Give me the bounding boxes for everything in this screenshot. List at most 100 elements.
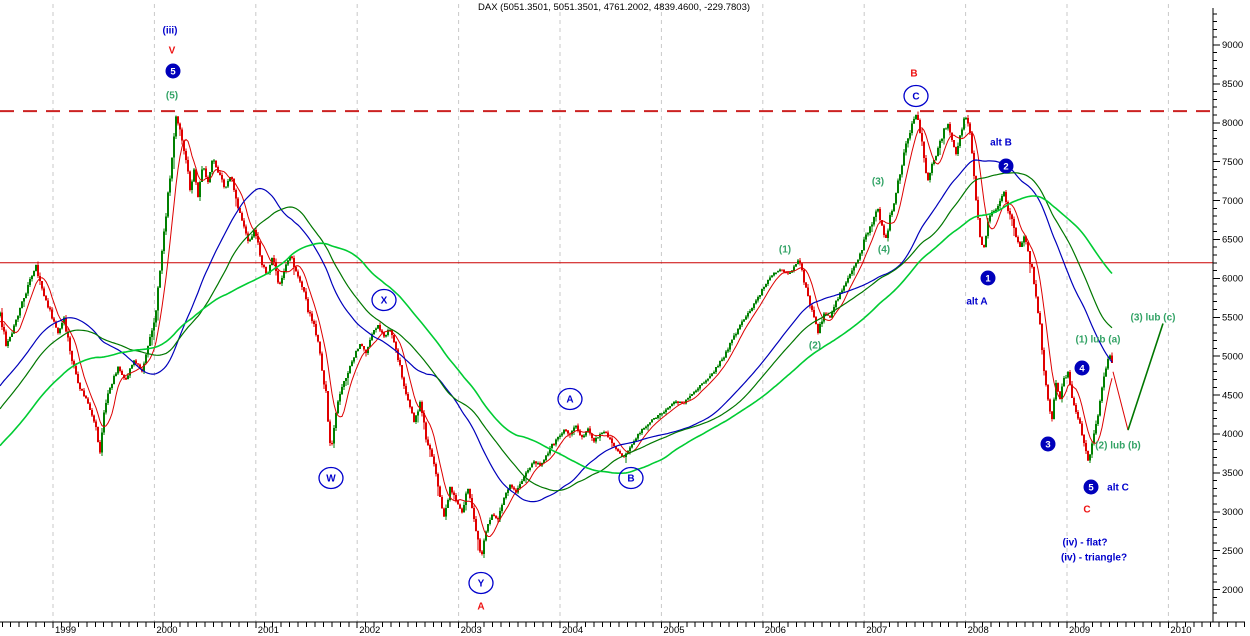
axis-tick-labels: 1999 2000 2001 2002 2003 2004 2005 2006 2007 2008… (55, 40, 1243, 636)
svg-text:B: B (910, 69, 917, 80)
x-axis-year-label: 2007 (866, 625, 887, 636)
wave-label-ellipse: Y (468, 571, 494, 595)
svg-text:(3): (3) (872, 177, 884, 188)
svg-text:5: 5 (170, 66, 176, 77)
wave-label-text: C (1083, 505, 1090, 516)
wave-label-ellipse: B (618, 466, 644, 490)
y-axis-price-label: 3500 (1222, 468, 1243, 479)
x-axis-year-label: 2006 (765, 625, 786, 636)
axes (0, 8, 1245, 628)
wave-label-text: (3) lub (c) (1131, 313, 1176, 324)
x-axis-year-label: 2001 (258, 625, 279, 636)
svg-text:W: W (326, 474, 336, 485)
svg-text:(1): (1) (779, 245, 791, 256)
wave-label-disc: 4 (1074, 360, 1090, 376)
y-axis-price-label: 6000 (1222, 274, 1243, 285)
svg-text:Y: Y (478, 579, 485, 590)
svg-text:(5): (5) (166, 91, 178, 102)
y-axis-price-label: 8500 (1222, 79, 1243, 90)
wave-label-text: (iii) (163, 26, 178, 37)
y-axis-price-label: 7500 (1222, 157, 1243, 168)
x-axis-year-label: 2005 (663, 625, 684, 636)
wave-label-disc: 1 (980, 270, 996, 286)
x-axis-year-label: 2002 (359, 625, 380, 636)
svg-text:(iii): (iii) (163, 26, 178, 37)
svg-text:V: V (169, 46, 176, 57)
y-axis-price-label: 9000 (1222, 40, 1243, 51)
x-axis-year-label: 2008 (968, 625, 989, 636)
plot-area[interactable] (0, 0, 1213, 622)
svg-text:(4): (4) (878, 245, 890, 256)
svg-text:(iv) - flat?: (iv) - flat? (1063, 538, 1108, 549)
svg-text:alt B: alt B (990, 138, 1012, 149)
wave-label-text: alt B (990, 138, 1012, 149)
wave-label-ellipse: W (318, 466, 344, 490)
wave-label-text: (2) lub (b) (1095, 441, 1141, 452)
wave-label-text: (iv) - triangle? (1061, 553, 1127, 564)
ma-slowest-line (0, 195, 1113, 475)
wave-label-text: (1) (779, 245, 791, 256)
svg-text:A: A (566, 395, 573, 406)
forecast-lines (1112, 323, 1164, 431)
y-axis-price-label: 8000 (1222, 118, 1243, 129)
x-axis-year-label: 2004 (562, 625, 583, 636)
svg-text:4: 4 (1079, 363, 1085, 374)
wave-label-disc: 2 (998, 158, 1014, 174)
wave-label-disc: 3 (1040, 436, 1056, 452)
y-axis-price-label: 3000 (1222, 507, 1243, 518)
chart-title: DAX (5051.3501, 5051.3501, 4761.2002, 48… (478, 2, 750, 13)
wave-label-text: V (169, 46, 176, 57)
y-axis-price-label: 7000 (1222, 196, 1243, 207)
wave-annotations: (iii) V 5 (5) W X Y A A B (1) (2) (3) (4) B Calt B 2 1 alt… (163, 26, 1176, 613)
wave-label-disc: 5 (165, 63, 181, 79)
svg-text:2: 2 (1003, 161, 1008, 172)
x-axis-year-label: 2009 (1069, 625, 1090, 636)
svg-text:3: 3 (1045, 439, 1050, 450)
wave-label-text: B (910, 69, 917, 80)
wave-label-ellipse: A (557, 387, 583, 411)
svg-text:(1) lub (a): (1) lub (a) (1076, 335, 1121, 346)
wave-label-ellipse: X (371, 288, 397, 312)
svg-text:C: C (1083, 505, 1090, 516)
svg-text:C: C (912, 92, 919, 103)
wave-label-text: (2) (809, 341, 821, 352)
wave-label-text: (3) (872, 177, 884, 188)
ma-slow-line (0, 172, 1113, 492)
svg-text:(2): (2) (809, 341, 821, 352)
horizontal-levels (0, 110, 1213, 264)
svg-text:5: 5 (1088, 482, 1094, 493)
year-gridlines (52, 4, 1169, 622)
x-axis-year-label: 1999 (55, 625, 76, 636)
y-axis-price-label: 5500 (1222, 313, 1243, 324)
svg-text:X: X (381, 296, 388, 307)
wave-label-text: alt A (966, 297, 987, 308)
svg-text:(2) lub (b): (2) lub (b) (1095, 441, 1141, 452)
svg-text:alt C: alt C (1107, 483, 1129, 494)
y-axis-price-label: 4000 (1222, 429, 1243, 440)
wave-label-ellipse: C (903, 84, 929, 108)
x-axis-year-label: 2003 (461, 625, 482, 636)
y-axis-price-label: 5000 (1222, 351, 1243, 362)
y-axis-price-label: 2000 (1222, 585, 1243, 596)
svg-text:(iv) - triangle?: (iv) - triangle? (1061, 553, 1127, 564)
svg-text:1: 1 (985, 273, 991, 284)
wave-label-text: (iv) - flat? (1063, 538, 1108, 549)
y-axis-price-label: 6500 (1222, 235, 1243, 246)
wave-label-text: (1) lub (a) (1076, 335, 1121, 346)
wave-label-text: alt C (1107, 483, 1129, 494)
moving-average-lines (0, 127, 1113, 538)
ma-fast-line (0, 127, 1113, 538)
y-axis-price-label: 4500 (1222, 390, 1243, 401)
wave-label-disc: 5 (1083, 479, 1099, 495)
svg-text:alt A: alt A (966, 297, 987, 308)
wave-label-text: (4) (878, 245, 890, 256)
wave-label-text: (5) (166, 91, 178, 102)
wave-label-text: A (477, 602, 484, 613)
svg-text:(3) lub (c): (3) lub (c) (1131, 313, 1176, 324)
svg-text:A: A (477, 602, 484, 613)
x-axis-year-label: 2010 (1170, 625, 1191, 636)
x-axis-year-label: 2000 (156, 625, 177, 636)
svg-text:B: B (627, 474, 634, 485)
